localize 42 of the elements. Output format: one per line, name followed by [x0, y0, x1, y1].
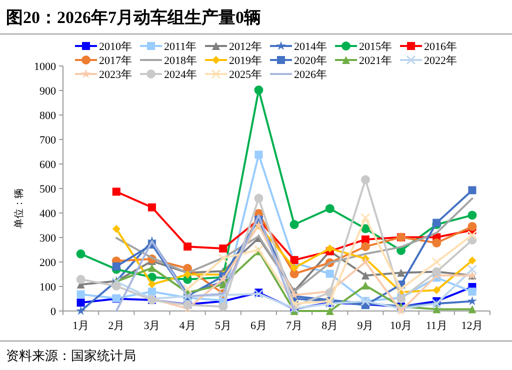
- legend-label: 2019年: [229, 55, 262, 67]
- legend-label: 2012年: [229, 41, 262, 53]
- x-tick-label: 6月: [250, 320, 267, 332]
- x-tick-label: 9月: [357, 320, 374, 332]
- legend-label: 2022年: [424, 55, 457, 67]
- legend-label: 2021年: [359, 55, 392, 67]
- legend-label: 2024年: [164, 69, 197, 81]
- y-tick-label: 1000: [34, 61, 56, 73]
- legend-label: 2017年: [99, 55, 132, 67]
- y-tick-label: 100: [40, 282, 56, 294]
- x-tick-label: 5月: [214, 320, 232, 332]
- legend-label: 2010年: [99, 41, 132, 53]
- y-tick-label: 500: [40, 184, 56, 196]
- legend-label: 2023年: [99, 69, 132, 81]
- x-tick-label: 7月: [286, 320, 303, 332]
- y-tick-label: 700: [40, 134, 56, 146]
- legend-label: 2018年: [164, 55, 197, 67]
- x-tick-label: 8月: [322, 320, 338, 332]
- y-tick-label: 400: [40, 208, 56, 220]
- legend-label: 2014年: [294, 41, 327, 53]
- annotation: 资料来源：国家统计局: [6, 348, 136, 363]
- y-axis-title: 单位：辆: [13, 188, 25, 228]
- legend-label: 2025年: [229, 69, 262, 81]
- legend-label: 2015年: [359, 41, 392, 53]
- y-tick-label: 900: [40, 86, 56, 98]
- x-tick-label: 2月: [108, 320, 125, 332]
- y-tick-label: 0: [50, 306, 56, 318]
- legend-label: 2011年: [164, 41, 197, 53]
- legend-label: 2016年: [424, 41, 457, 53]
- y-tick-label: 600: [40, 159, 56, 171]
- x-tick-label: 4月: [179, 320, 196, 332]
- y-tick-label: 200: [40, 257, 56, 269]
- title: 图20：2026年7月动车组生产量0辆: [6, 8, 261, 27]
- y-tick-label: 300: [40, 232, 56, 244]
- x-tick-label: 3月: [144, 320, 160, 332]
- x-tick-label: 11月: [426, 320, 448, 332]
- y-tick-label: 800: [40, 110, 56, 122]
- x-tick-label: 12月: [461, 320, 484, 332]
- legend-label: 2020年: [294, 55, 327, 67]
- x-tick-label: 1月: [72, 320, 90, 332]
- x-tick-label: 10月: [390, 320, 412, 332]
- legend-label: 2026年: [294, 69, 327, 81]
